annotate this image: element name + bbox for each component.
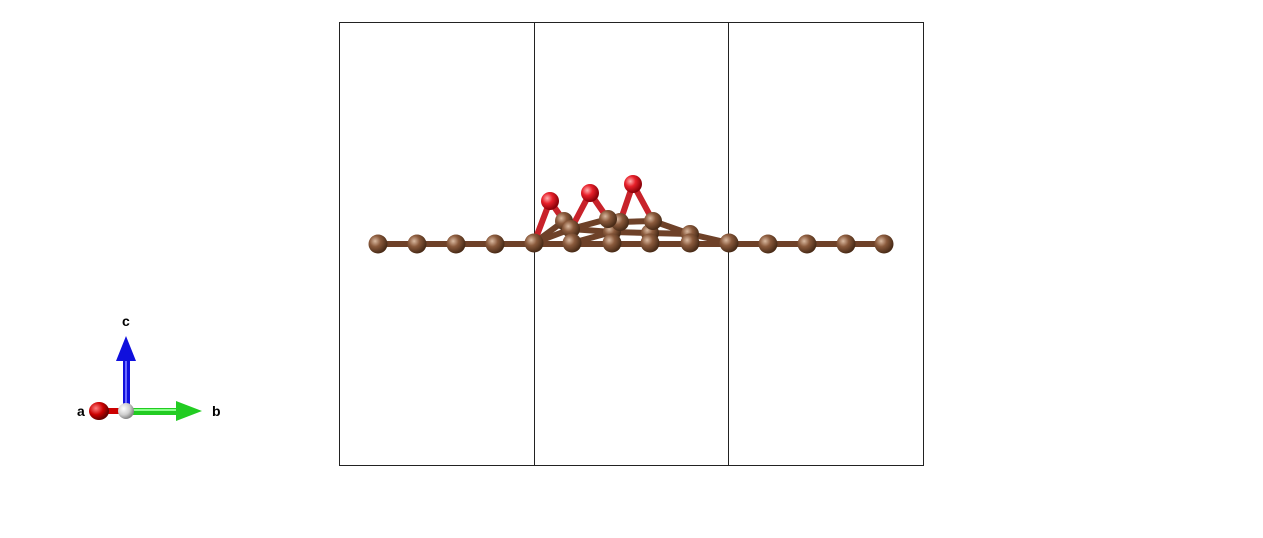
- a-axis-label: a: [77, 403, 85, 419]
- a-axis-arrowhead: [89, 402, 109, 420]
- b-axis-arrowhead: [176, 401, 202, 421]
- oxygen-atom[interactable]: [541, 192, 559, 210]
- carbon-atom[interactable]: [368, 234, 388, 254]
- carbon-atom[interactable]: [644, 212, 662, 230]
- axes-indicator: c b a: [77, 313, 221, 421]
- b-axis-label: b: [212, 403, 221, 419]
- oxygen-atom[interactable]: [624, 175, 642, 193]
- c-axis-label: c: [122, 313, 130, 329]
- carbon-atom[interactable]: [719, 233, 739, 253]
- carbon-atom[interactable]: [758, 234, 778, 254]
- c-axis-arrowhead: [116, 336, 136, 361]
- carbon-atom[interactable]: [407, 234, 427, 254]
- carbon-atom[interactable]: [640, 233, 660, 253]
- carbon-atom[interactable]: [874, 234, 894, 254]
- carbon-atom[interactable]: [562, 233, 582, 253]
- carbon-atom[interactable]: [485, 234, 505, 254]
- carbon-atom[interactable]: [599, 210, 617, 228]
- carbon-atom[interactable]: [602, 233, 622, 253]
- b-axis-shaft: [126, 408, 178, 415]
- carbon-atom[interactable]: [562, 220, 580, 238]
- carbon-atom[interactable]: [680, 233, 700, 253]
- carbon-atom[interactable]: [836, 234, 856, 254]
- axes-origin: [118, 403, 134, 419]
- a-axis-shaft: [104, 408, 124, 414]
- atoms: [368, 175, 894, 254]
- carbon-atom[interactable]: [524, 233, 544, 253]
- oxygen-atom[interactable]: [581, 184, 599, 202]
- carbon-atom[interactable]: [797, 234, 817, 254]
- carbon-atom[interactable]: [446, 234, 466, 254]
